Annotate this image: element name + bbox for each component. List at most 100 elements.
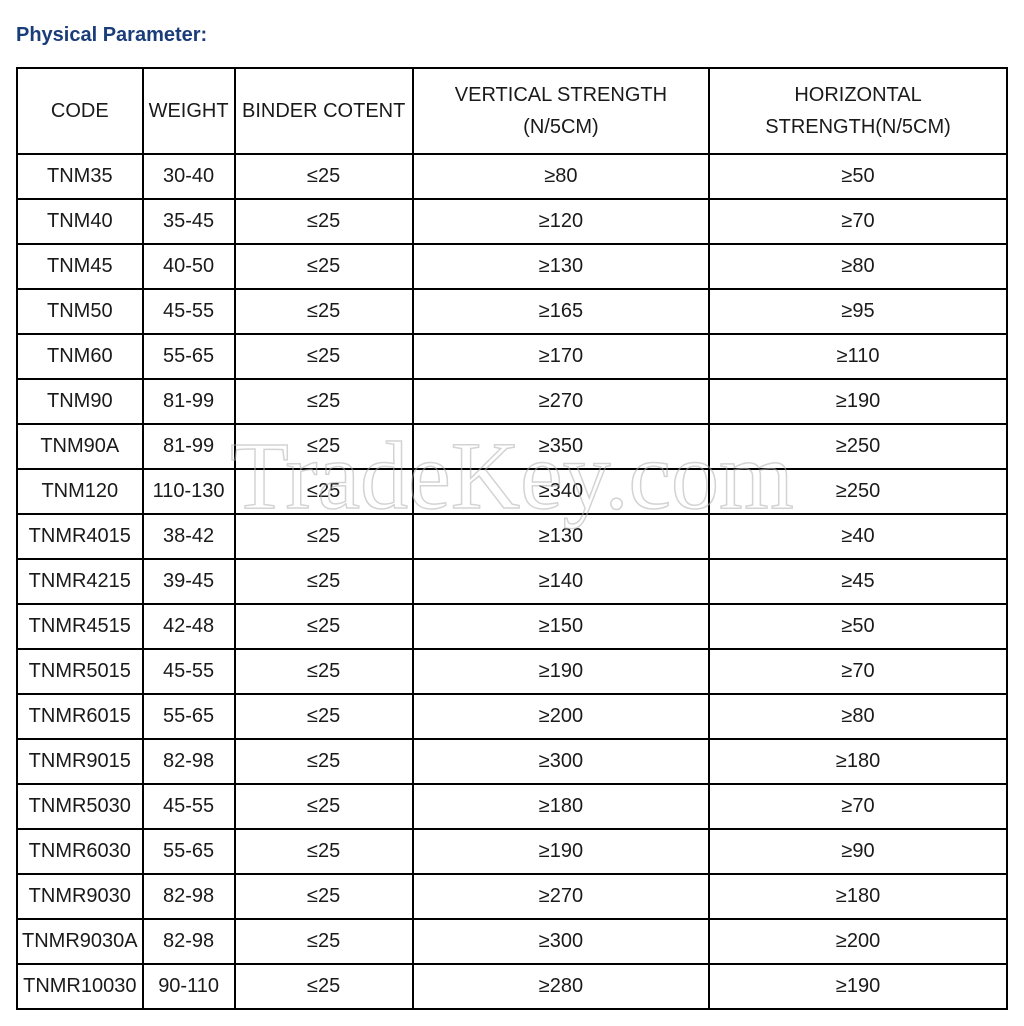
table-cell: ≤25 — [235, 829, 413, 874]
table-header-row: CODE WEIGHT BINDER COTENT VERTICAL STREN… — [17, 68, 1007, 154]
table-cell: ≤25 — [235, 469, 413, 514]
table-row: TNM5045-55≤25≥165≥95 — [17, 289, 1007, 334]
table-cell: ≤25 — [235, 424, 413, 469]
table-cell: TNMR5030 — [17, 784, 143, 829]
table-cell: TNM120 — [17, 469, 143, 514]
table-cell: TNMR9030A — [17, 919, 143, 964]
table-cell: ≥250 — [709, 469, 1007, 514]
table-cell: TNMR4015 — [17, 514, 143, 559]
table-cell: 38-42 — [143, 514, 235, 559]
table-cell: ≥200 — [709, 919, 1007, 964]
table-cell: 45-55 — [143, 649, 235, 694]
table-cell: 45-55 — [143, 289, 235, 334]
table-cell: 42-48 — [143, 604, 235, 649]
table-cell: TNM90 — [17, 379, 143, 424]
table-cell: ≥45 — [709, 559, 1007, 604]
table-cell: 40-50 — [143, 244, 235, 289]
table-row: TNM6055-65≤25≥170≥110 — [17, 334, 1007, 379]
table-row: TNMR9030A82-98≤25≥300≥200 — [17, 919, 1007, 964]
table-cell: 55-65 — [143, 694, 235, 739]
table-cell: ≥90 — [709, 829, 1007, 874]
table-cell: ≥95 — [709, 289, 1007, 334]
table-row: TNMR601555-65≤25≥200≥80 — [17, 694, 1007, 739]
table-cell: TNM50 — [17, 289, 143, 334]
table-cell: ≤25 — [235, 379, 413, 424]
table-row: TNM9081-99≤25≥270≥190 — [17, 379, 1007, 424]
table-cell: ≥200 — [413, 694, 709, 739]
table-cell: 39-45 — [143, 559, 235, 604]
table-row: TNMR1003090-110≤25≥280≥190 — [17, 964, 1007, 1009]
parameter-table: CODE WEIGHT BINDER COTENT VERTICAL STREN… — [16, 67, 1008, 1010]
table-row: TNM4035-45≤25≥120≥70 — [17, 199, 1007, 244]
table-cell: ≥190 — [709, 964, 1007, 1009]
table-cell: ≥190 — [413, 649, 709, 694]
table-cell: 82-98 — [143, 919, 235, 964]
table-row: TNM4540-50≤25≥130≥80 — [17, 244, 1007, 289]
table-cell: ≤25 — [235, 154, 413, 199]
table-row: TNMR903082-98≤25≥270≥180 — [17, 874, 1007, 919]
table-cell: ≥350 — [413, 424, 709, 469]
table-row: TNM90A81-99≤25≥350≥250 — [17, 424, 1007, 469]
table-cell: ≤25 — [235, 334, 413, 379]
table-cell: ≤25 — [235, 244, 413, 289]
table-cell: ≥70 — [709, 199, 1007, 244]
table-cell: ≥80 — [709, 244, 1007, 289]
table-cell: ≥70 — [709, 649, 1007, 694]
table-cell: ≤25 — [235, 514, 413, 559]
table-cell: ≤25 — [235, 874, 413, 919]
table-cell: ≥110 — [709, 334, 1007, 379]
table-cell: ≥50 — [709, 604, 1007, 649]
table-row: TNMR901582-98≤25≥300≥180 — [17, 739, 1007, 784]
table-cell: 90-110 — [143, 964, 235, 1009]
table-cell: ≥340 — [413, 469, 709, 514]
table-cell: ≤25 — [235, 649, 413, 694]
table-body: TNM3530-40≤25≥80≥50TNM4035-45≤25≥120≥70T… — [17, 154, 1007, 1009]
table-cell: TNMR6030 — [17, 829, 143, 874]
col-header-weight: WEIGHT — [143, 68, 235, 154]
table-cell: 82-98 — [143, 739, 235, 784]
table-cell: 45-55 — [143, 784, 235, 829]
table-cell: TNMR9030 — [17, 874, 143, 919]
table-cell: ≥130 — [413, 514, 709, 559]
table-row: TNMR501545-55≤25≥190≥70 — [17, 649, 1007, 694]
table-cell: ≥190 — [709, 379, 1007, 424]
table-cell: ≥280 — [413, 964, 709, 1009]
table-cell: ≤25 — [235, 784, 413, 829]
table-cell: ≤25 — [235, 559, 413, 604]
table-row: TNM120110-130≤25≥340≥250 — [17, 469, 1007, 514]
table-cell: TNMR5015 — [17, 649, 143, 694]
table-cell: ≥130 — [413, 244, 709, 289]
table-cell: TNM60 — [17, 334, 143, 379]
table-cell: ≥140 — [413, 559, 709, 604]
table-cell: ≤25 — [235, 919, 413, 964]
col-header-horizontal: HORIZONTAL STRENGTH(N/5CM) — [709, 68, 1007, 154]
table-row: TNMR421539-45≤25≥140≥45 — [17, 559, 1007, 604]
table-cell: ≥270 — [413, 874, 709, 919]
table-cell: TNM90A — [17, 424, 143, 469]
table-cell: 81-99 — [143, 379, 235, 424]
table-cell: 82-98 — [143, 874, 235, 919]
table-cell: ≥120 — [413, 199, 709, 244]
table-cell: ≥190 — [413, 829, 709, 874]
table-row: TNMR503045-55≤25≥180≥70 — [17, 784, 1007, 829]
page-title: Physical Parameter: — [16, 24, 1008, 47]
table-cell: TNM45 — [17, 244, 143, 289]
table-cell: ≥300 — [413, 739, 709, 784]
table-cell: ≤25 — [235, 694, 413, 739]
table-cell: 110-130 — [143, 469, 235, 514]
table-cell: ≥180 — [413, 784, 709, 829]
table-cell: ≥165 — [413, 289, 709, 334]
table-cell: ≥270 — [413, 379, 709, 424]
table-cell: ≥80 — [709, 694, 1007, 739]
table-cell: TNMR4515 — [17, 604, 143, 649]
table-cell: ≤25 — [235, 964, 413, 1009]
table-cell: ≥180 — [709, 739, 1007, 784]
table-cell: 35-45 — [143, 199, 235, 244]
table-cell: ≤25 — [235, 739, 413, 784]
table-cell: 55-65 — [143, 334, 235, 379]
table-cell: ≤25 — [235, 604, 413, 649]
table-cell: 81-99 — [143, 424, 235, 469]
table-cell: ≥250 — [709, 424, 1007, 469]
table-row: TNM3530-40≤25≥80≥50 — [17, 154, 1007, 199]
table-cell: ≥80 — [413, 154, 709, 199]
